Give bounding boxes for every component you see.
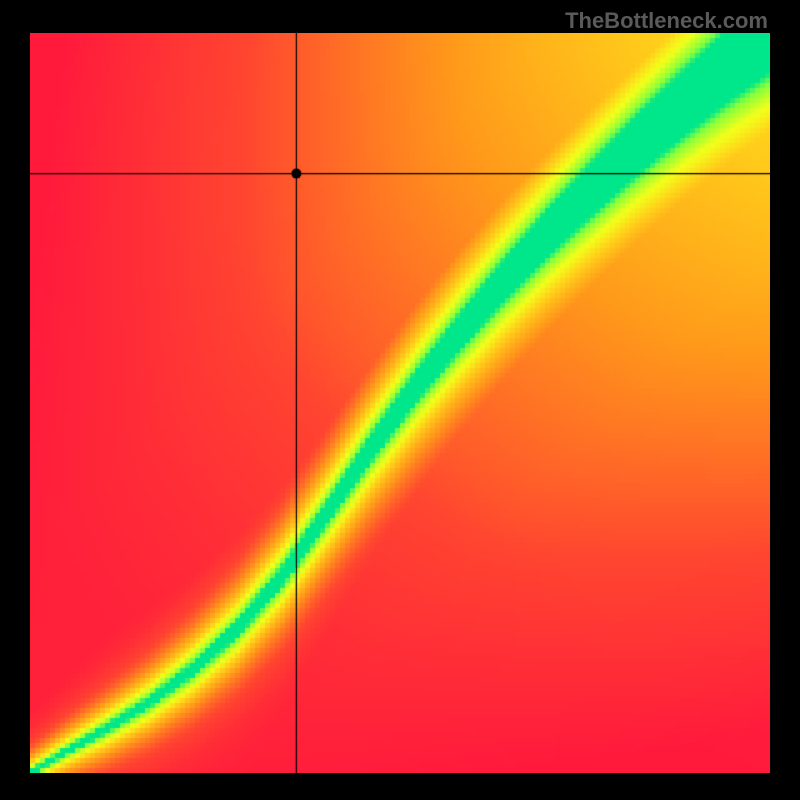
watermark-text: TheBottleneck.com bbox=[565, 8, 768, 34]
chart-container: TheBottleneck.com bbox=[0, 0, 800, 800]
bottleneck-heatmap bbox=[30, 33, 770, 773]
